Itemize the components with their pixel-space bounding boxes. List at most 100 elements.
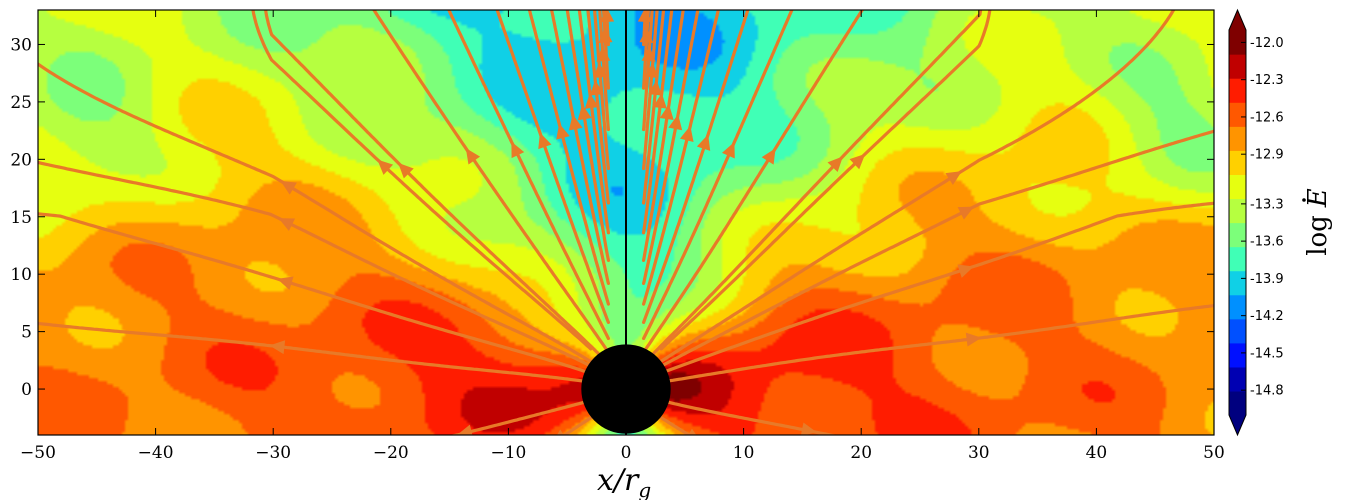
- streamline-arrow: [280, 180, 297, 195]
- streamline: [642, 10, 983, 366]
- streamline: [642, 10, 750, 324]
- colorbar-tick-label: -14.2: [1250, 309, 1284, 324]
- streamline-arrow: [465, 148, 481, 165]
- colorbar-segment: [1229, 270, 1246, 296]
- streamline-arrow: [269, 340, 286, 355]
- x-tick-label: 0: [621, 443, 632, 463]
- streamline: [659, 416, 693, 435]
- streamline: [659, 10, 992, 351]
- x-tick-label: 30: [968, 443, 990, 463]
- streamline-arrow: [556, 123, 570, 140]
- streamline-arrow: [577, 104, 592, 121]
- streamline-arrow: [584, 93, 599, 109]
- x-tick-label: −50: [20, 443, 56, 463]
- streamline: [642, 10, 685, 262]
- colorbar-segment: [1229, 150, 1246, 175]
- streamline: [642, 10, 674, 235]
- colorbar-segment: [1229, 294, 1246, 320]
- colorbar-tick-label: -13.9: [1250, 272, 1284, 287]
- colorbar-extend-top: [1229, 10, 1246, 30]
- x-axis-ticks: −50 −40 −30 −20 −10 0 10 20 30 40 50: [20, 10, 1225, 463]
- colorbar-segment: [1229, 126, 1246, 151]
- x-tick-label: 50: [1203, 443, 1225, 463]
- colorbar-segment: [1229, 366, 1246, 392]
- streamline: [495, 10, 610, 324]
- y-tick-label: 30: [10, 35, 32, 55]
- colorbar-label: logE: [1303, 188, 1333, 256]
- colorbar-tick-label: -13.6: [1250, 235, 1284, 250]
- colorbar-segment: [1229, 222, 1246, 248]
- streamline: [659, 398, 838, 435]
- x-axis-label: x/rg: [597, 463, 651, 500]
- streamline-arrow: [652, 92, 667, 109]
- colorbar-segment: [1229, 246, 1246, 272]
- streamline: [642, 10, 865, 354]
- streamline: [38, 321, 593, 384]
- y-tick-label: 5: [21, 323, 32, 343]
- streamline: [586, 10, 610, 205]
- streamline-arrow: [800, 422, 817, 435]
- streamline-arrow: [945, 171, 962, 186]
- streamline-arrow: [398, 162, 414, 179]
- streamlines: [38, 10, 1214, 435]
- colorbar-tick-label: -12.6: [1250, 110, 1284, 125]
- streamline-arrow: [761, 148, 776, 165]
- streamline-arrow: [849, 153, 866, 170]
- streamline: [565, 10, 610, 262]
- streamline: [642, 10, 794, 341]
- colorbar-ticks: -14.8 -14.5 -14.2 -13.9 -13.6 -13.3 -12.9 -12.6…: [1241, 36, 1284, 399]
- colorbar-tick-label: -12.0: [1250, 36, 1284, 51]
- y-tick-label: 15: [10, 208, 32, 228]
- streamline-arrow: [600, 10, 615, 23]
- streamline-arrow: [377, 159, 394, 175]
- y-tick-label: 25: [10, 93, 32, 113]
- x-tick-label: −40: [138, 443, 174, 463]
- streamline: [642, 10, 1176, 375]
- colorbar-segment: [1229, 30, 1246, 55]
- streamline-arrow: [659, 104, 674, 121]
- streamline-arrow: [511, 141, 525, 159]
- streamline-arrow: [668, 114, 683, 131]
- colorbar-segment: [1229, 78, 1246, 103]
- colorbar-segment: [1229, 342, 1246, 368]
- streamline-arrow: [568, 114, 583, 131]
- streamline: [642, 10, 720, 306]
- x-tick-label: −20: [373, 443, 409, 463]
- colorbar-segment: [1229, 198, 1246, 224]
- svg-text:logE: logE: [1303, 188, 1333, 256]
- x-tick-label: 20: [850, 443, 872, 463]
- streamline-arrow: [827, 156, 843, 173]
- streamline: [642, 10, 659, 171]
- streamline: [642, 201, 1214, 382]
- colorbar-tick-label: -14.5: [1250, 346, 1284, 361]
- streamline: [450, 398, 593, 435]
- x-tick-label: −30: [255, 443, 291, 463]
- black-hole-marker: [581, 344, 671, 434]
- streamline-arrow: [696, 134, 711, 151]
- colorbar-segment: [1229, 54, 1246, 79]
- streamline: [659, 303, 1214, 384]
- colorbar-label-dot: [1302, 198, 1306, 202]
- streamline-arrow: [277, 276, 294, 290]
- streamline-arrow: [957, 206, 975, 220]
- colorbar-tick-label: -12.3: [1250, 73, 1284, 88]
- streamline: [372, 10, 610, 354]
- x-tick-label: −10: [490, 443, 526, 463]
- colorbar-extend-bottom: [1229, 415, 1246, 435]
- streamline: [38, 62, 610, 375]
- colorbar-segment: [1229, 390, 1246, 416]
- streamline: [38, 212, 610, 382]
- colorbar: [1228, 8, 1247, 437]
- streamline-arrow: [679, 125, 694, 143]
- streamline-arrow: [721, 142, 735, 159]
- streamline: [659, 129, 1214, 368]
- colorbar-tick-label: -12.9: [1250, 148, 1284, 163]
- streamline-arrow: [278, 218, 296, 232]
- colorbar-tick-label: -14.8: [1250, 384, 1284, 399]
- streamline: [264, 10, 610, 366]
- streamline-arrow: [957, 264, 974, 278]
- streamline-arrow: [538, 132, 552, 150]
- y-axis-ticks: 0 5 10 15 20 25 30: [10, 35, 1214, 400]
- x-tick-label: 40: [1086, 443, 1108, 463]
